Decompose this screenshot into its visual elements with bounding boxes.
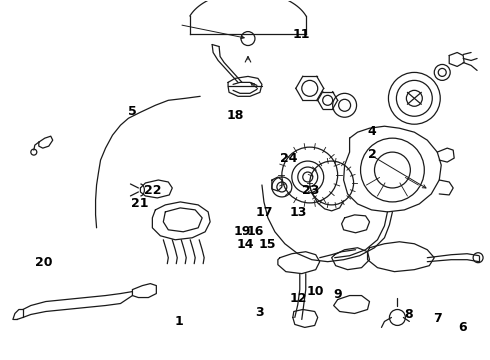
Text: 1: 1 bbox=[175, 315, 183, 328]
Text: 2: 2 bbox=[368, 148, 376, 161]
Text: 4: 4 bbox=[368, 125, 376, 138]
Text: 9: 9 bbox=[333, 288, 342, 301]
Text: 16: 16 bbox=[246, 225, 264, 238]
Text: 18: 18 bbox=[226, 109, 244, 122]
Text: 8: 8 bbox=[404, 308, 413, 321]
Text: 11: 11 bbox=[293, 28, 310, 41]
Text: 7: 7 bbox=[434, 311, 442, 325]
Text: 15: 15 bbox=[258, 238, 276, 251]
Text: 17: 17 bbox=[256, 206, 273, 219]
Text: 20: 20 bbox=[35, 256, 52, 269]
Text: 24: 24 bbox=[280, 152, 298, 165]
Text: 10: 10 bbox=[307, 285, 324, 298]
Text: 3: 3 bbox=[255, 306, 264, 319]
Text: 13: 13 bbox=[290, 206, 307, 219]
Text: 6: 6 bbox=[458, 320, 466, 333]
Text: 12: 12 bbox=[290, 292, 307, 305]
Text: 19: 19 bbox=[234, 225, 251, 238]
Text: 14: 14 bbox=[236, 238, 254, 251]
Text: 23: 23 bbox=[302, 184, 319, 197]
Text: 22: 22 bbox=[144, 184, 161, 197]
Text: 21: 21 bbox=[131, 197, 149, 210]
Text: 5: 5 bbox=[128, 105, 137, 118]
